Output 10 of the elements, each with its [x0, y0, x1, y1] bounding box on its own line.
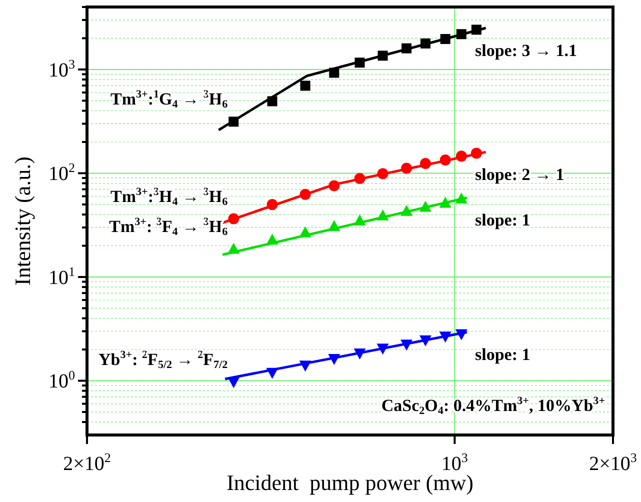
y-tick-label: 10$^{1}$ — [48, 264, 75, 289]
x-tick-label: 2×10$^{3}$ — [589, 450, 637, 475]
x-tick-label: 2×10$^{2}$ — [63, 450, 111, 475]
y-tick-label: 10$^{3}$ — [48, 56, 75, 82]
annotation: slope: 1 — [475, 345, 530, 364]
annotation: slope: 1 — [475, 210, 530, 230]
annotation: slope: 3 → 1.1 — [475, 41, 577, 60]
y-tick-label: 10$^{0}$ — [48, 368, 75, 393]
y-axis-title: Intensity (a.u.) — [10, 156, 35, 286]
y-tick-label: 10$^{2}$ — [48, 160, 75, 186]
